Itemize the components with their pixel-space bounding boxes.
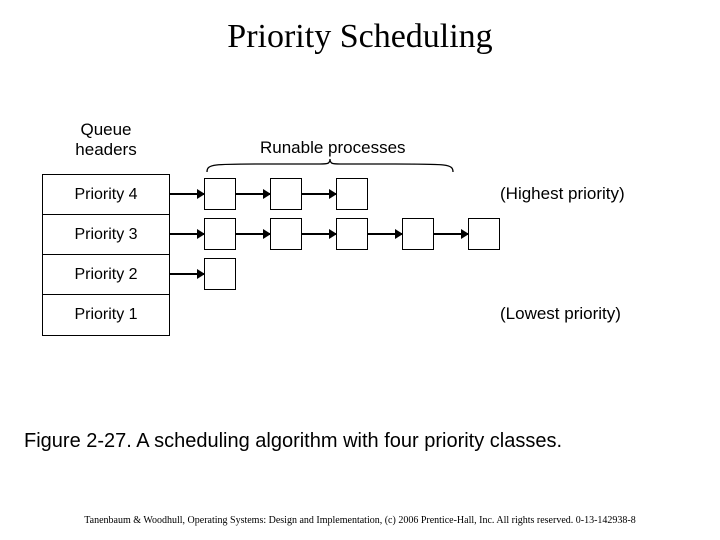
- arrow-icon: [302, 233, 336, 235]
- queue-header-stack: Priority 4 Priority 3 Priority 2 Priorit…: [42, 174, 170, 336]
- queue-headers-label: Queueheaders: [66, 120, 146, 159]
- process-box: [204, 218, 236, 250]
- figure-caption: Figure 2-27. A scheduling algorithm with…: [24, 430, 562, 453]
- process-box: [336, 178, 368, 210]
- arrow-icon: [236, 193, 270, 195]
- arrow-icon: [368, 233, 402, 235]
- arrow-icon: [236, 233, 270, 235]
- brace-icon: [205, 158, 455, 174]
- process-box: [204, 258, 236, 290]
- footer-credits: Tanenbaum & Woodhull, Operating Systems:…: [0, 515, 720, 526]
- process-row: [170, 214, 500, 254]
- process-box: [402, 218, 434, 250]
- runable-processes-label: Runable processes: [260, 138, 406, 158]
- arrow-icon: [170, 193, 204, 195]
- arrow-icon: [302, 193, 336, 195]
- process-box: [204, 178, 236, 210]
- priority-annotation: (Highest priority): [500, 184, 625, 204]
- arrow-icon: [434, 233, 468, 235]
- header-cell: Priority 4: [43, 175, 169, 215]
- process-row: [170, 174, 368, 214]
- process-box: [270, 218, 302, 250]
- header-cell: Priority 2: [43, 255, 169, 295]
- arrow-icon: [170, 273, 204, 275]
- header-cell: Priority 3: [43, 215, 169, 255]
- process-box: [270, 178, 302, 210]
- diagram-area: Queueheaders Runable processes Priority …: [30, 120, 690, 380]
- page-title: Priority Scheduling: [0, 18, 720, 56]
- process-row: [170, 254, 236, 294]
- process-box: [336, 218, 368, 250]
- arrow-icon: [170, 233, 204, 235]
- header-cell: Priority 1: [43, 295, 169, 335]
- priority-annotation: (Lowest priority): [500, 304, 621, 324]
- process-box: [468, 218, 500, 250]
